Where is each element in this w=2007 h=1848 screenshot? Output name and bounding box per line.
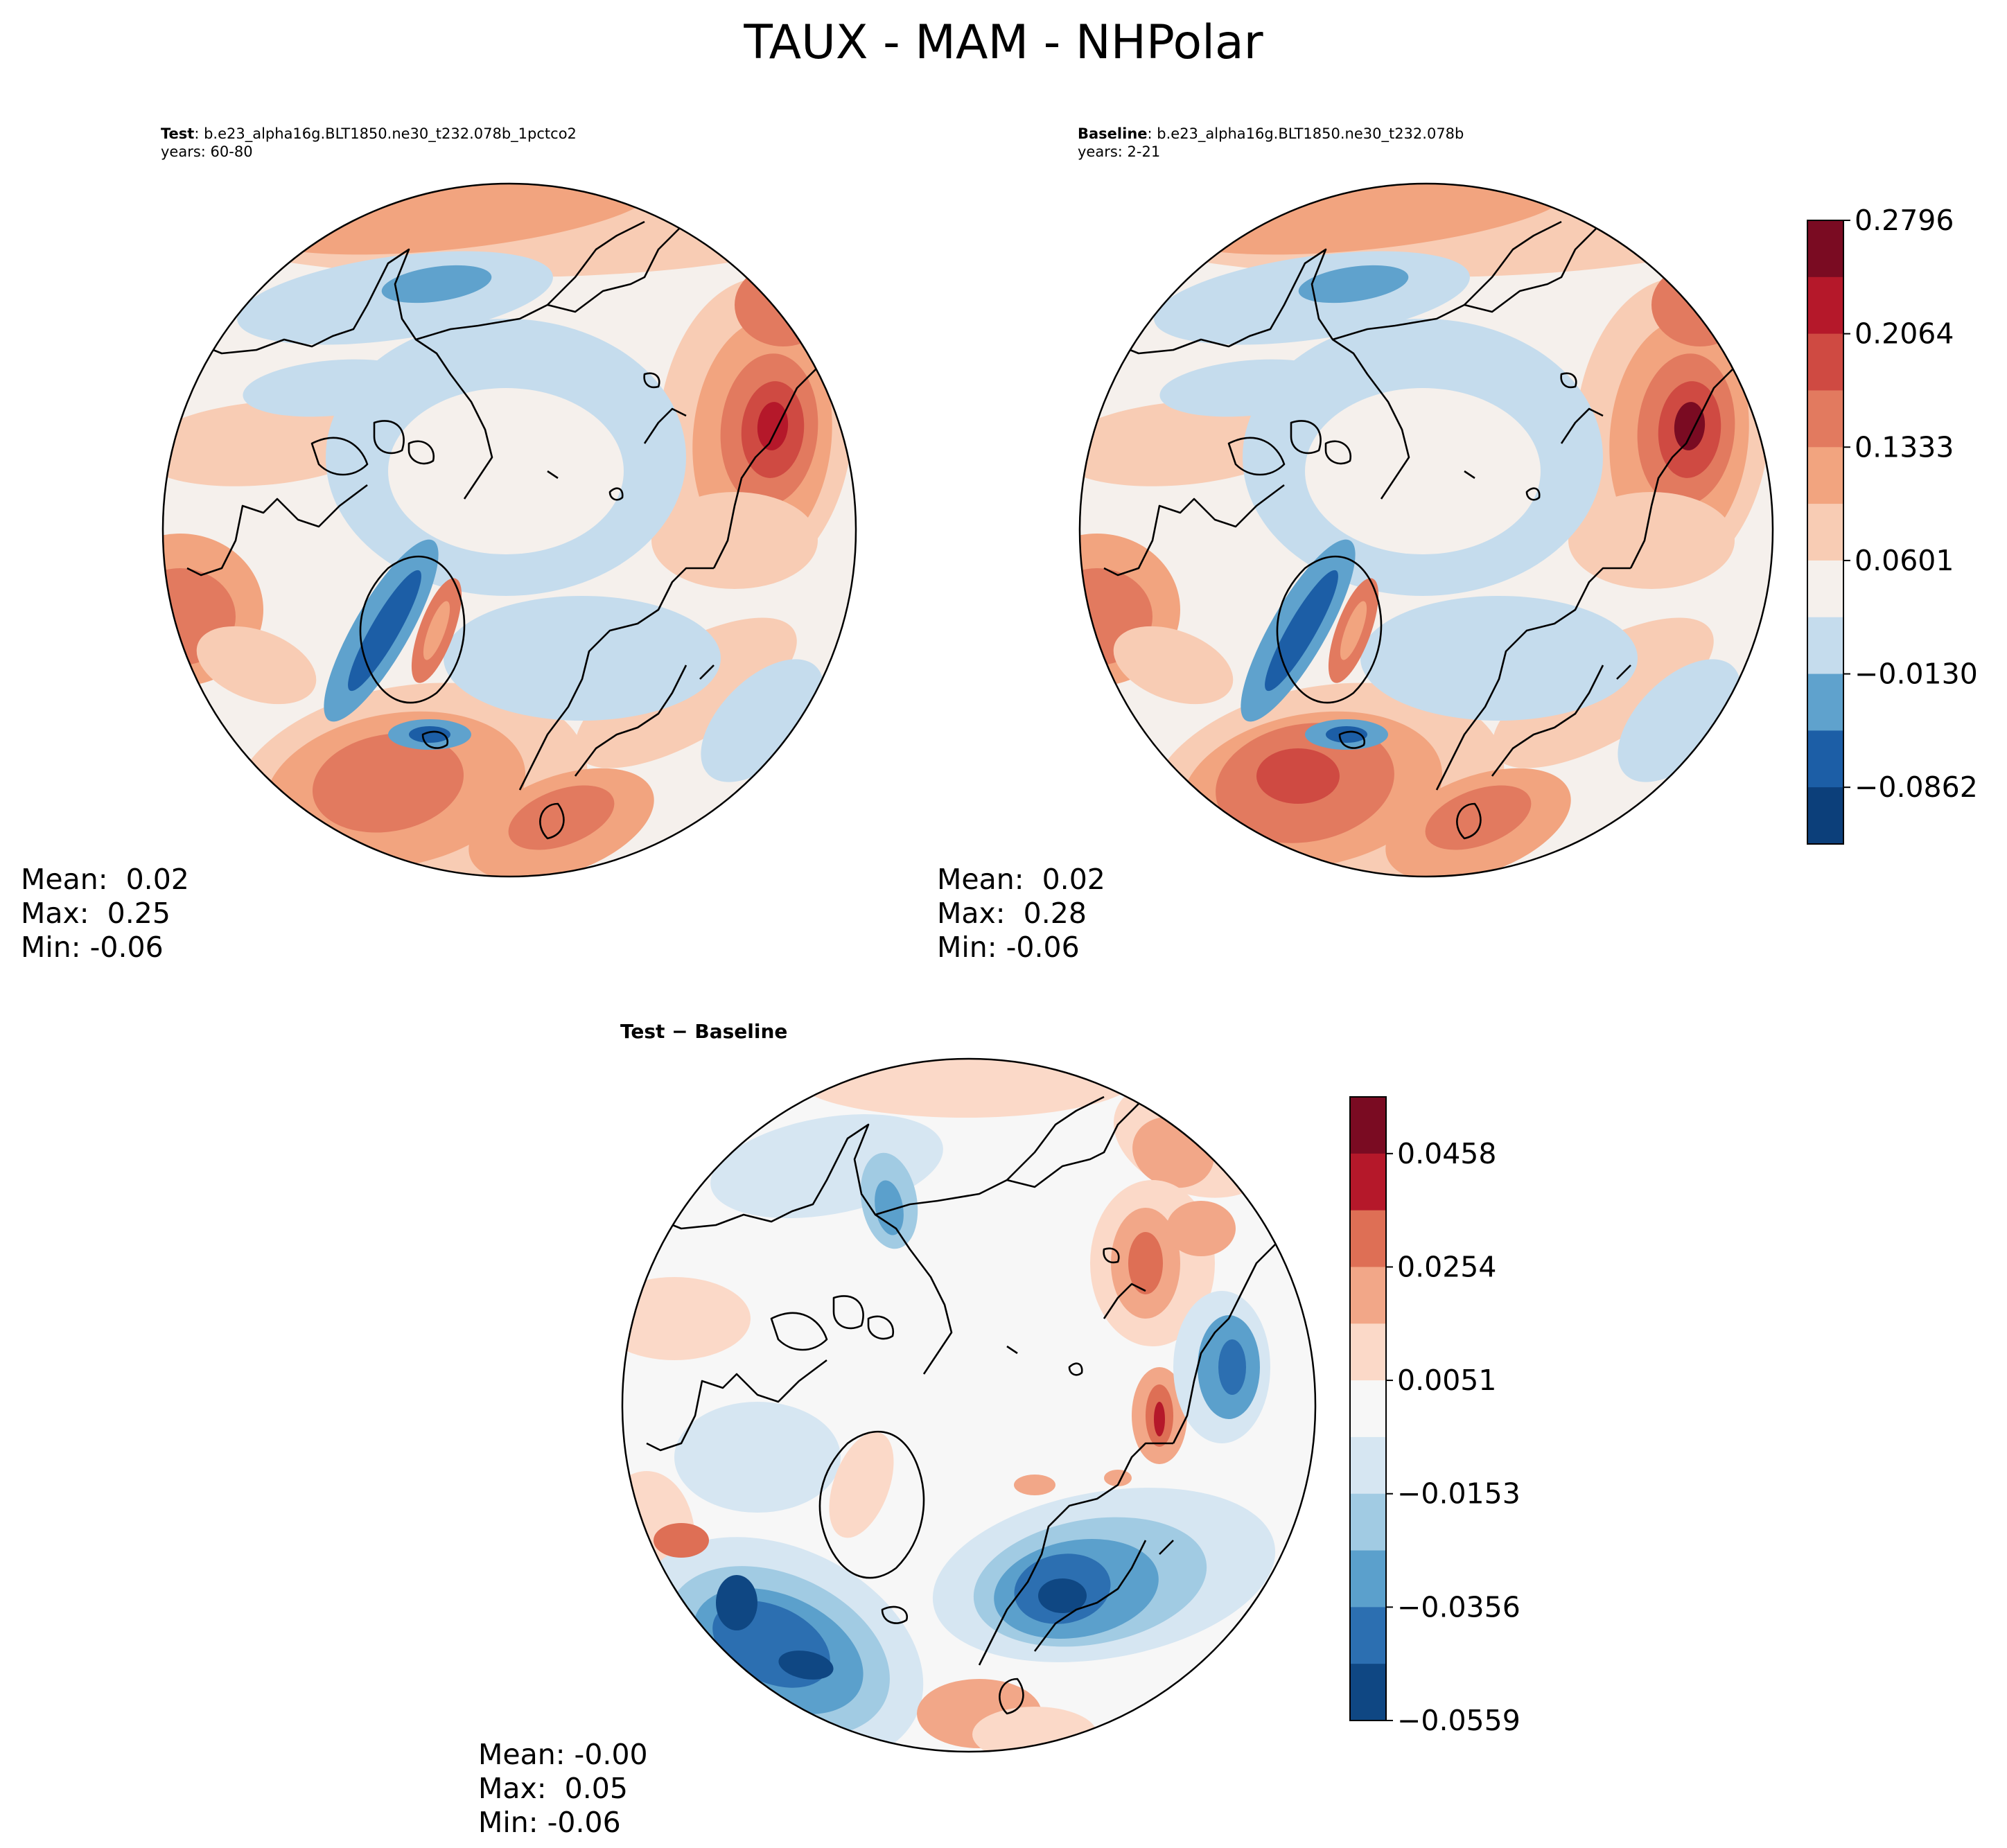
main-colorbar-tick-label: 0.2064 (1855, 317, 1954, 351)
diff-colorbar-segment (1350, 1550, 1386, 1608)
main-colorbar-segment (1807, 674, 1843, 731)
diff-mean: Mean: -0.00 (478, 1738, 648, 1771)
main-colorbar-tick-label: 0.1333 (1855, 430, 1954, 464)
main-colorbar-tick-label: 0.0601 (1855, 544, 1954, 577)
diff-colorbar-segment (1350, 1153, 1386, 1211)
baseline-max: Max: 0.28 (937, 897, 1087, 930)
main-colorbar-segment (1807, 617, 1843, 675)
diff-colorbar-tick-label: 0.0051 (1397, 1364, 1496, 1397)
baseline-mean: Mean: 0.02 (937, 863, 1105, 896)
test-stats: Mean: 0.02 Max: 0.25 Min: -0.06 (21, 863, 189, 965)
figure-title: TAUX - MAM - NHPolar (744, 15, 1263, 70)
diff-colorbar-tick-label: −0.0153 (1397, 1477, 1520, 1511)
main-colorbar-outline (1807, 220, 1844, 845)
baseline-min: Min: -0.06 (937, 931, 1080, 964)
baseline-panel-title: Baseline: b.e23_alpha16g.BLT1850.ne30_t2… (1078, 125, 1464, 161)
main-colorbar-segment (1807, 560, 1843, 618)
diff-colorbar-segment (1350, 1267, 1386, 1324)
test-mean: Mean: 0.02 (21, 863, 189, 896)
diff-colorbar: 0.0458 0.0254 0.0051 −0.0153 −0.0356 −0.0559 (1349, 1096, 1520, 1737)
diff-colorbar-tick-label: 0.0254 (1397, 1250, 1496, 1283)
main-colorbar-tick-label: 0.2796 (1855, 204, 1954, 237)
test-title-case: : b.e23_alpha16g.BLT1850.ne30_t232.078b_… (194, 125, 577, 142)
baseline-map (1078, 182, 1774, 878)
diff-colorbar-segment (1350, 1493, 1386, 1551)
diff-colorbar-segment (1350, 1323, 1386, 1381)
diff-colorbar-tick-label: −0.0559 (1397, 1704, 1520, 1737)
diff-colorbar-segment (1350, 1436, 1386, 1495)
diff-colorbar-tick-label: 0.0458 (1397, 1137, 1496, 1170)
main-colorbar-segment (1807, 333, 1843, 391)
diff-colorbar-segment (1350, 1097, 1386, 1154)
diff-panel-title: Test − Baseline (620, 1020, 788, 1043)
test-panel-title: Test: b.e23_alpha16g.BLT1850.ne30_t232.0… (161, 125, 577, 161)
main-colorbar-segment (1807, 390, 1843, 448)
main-colorbar-segment (1807, 787, 1843, 845)
diff-stats: Mean: -0.00 Max: 0.05 Min: -0.06 (478, 1738, 648, 1840)
main-colorbar: 0.2796 0.2064 0.1333 0.0601 −0.0130 −0.0862 (1807, 204, 1978, 845)
test-map (161, 182, 857, 878)
diff-max: Max: 0.05 (478, 1772, 628, 1805)
main-colorbar-tick-label: −0.0130 (1855, 658, 1978, 691)
baseline-title-bold: Baseline (1078, 125, 1148, 142)
diff-colorbar-segment (1350, 1607, 1386, 1664)
diff-colorbar-tick-label: −0.0356 (1397, 1590, 1520, 1623)
baseline-stats: Mean: 0.02 Max: 0.28 Min: -0.06 (937, 863, 1105, 965)
diff-colorbar-segment (1350, 1210, 1386, 1268)
diff-min: Min: -0.06 (478, 1806, 621, 1839)
main-colorbar-segment (1807, 276, 1843, 335)
test-title-bold: Test (161, 125, 195, 142)
main-colorbar-segment (1807, 447, 1843, 504)
diff-colorbar-segment (1350, 1664, 1386, 1721)
diff-colorbar-outline (1349, 1096, 1387, 1721)
diff-map (621, 1057, 1317, 1753)
baseline-title-case: : b.e23_alpha16g.BLT1850.ne30_t232.078b (1147, 125, 1464, 142)
baseline-years: years: 2-21 (1078, 143, 1161, 160)
main-colorbar-tick-label: −0.0862 (1855, 771, 1978, 804)
test-max: Max: 0.25 (21, 897, 170, 930)
main-colorbar-segment (1807, 730, 1843, 788)
test-years: years: 60-80 (161, 143, 253, 160)
main-colorbar-segment (1807, 220, 1843, 278)
test-min: Min: -0.06 (21, 931, 164, 964)
main-colorbar-segment (1807, 504, 1843, 561)
diff-colorbar-segment (1350, 1380, 1386, 1438)
